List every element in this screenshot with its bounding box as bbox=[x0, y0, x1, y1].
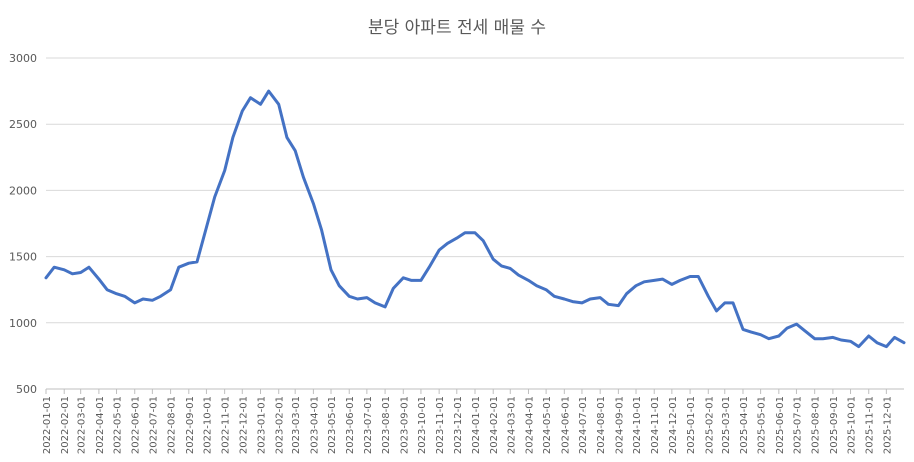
x-tick-label-2022-05-01: 2022-05-01 bbox=[113, 396, 124, 454]
x-tick-label-2025-07-01: 2025-07-01 bbox=[792, 396, 803, 454]
x-tick-label-2025-12-01: 2025-12-01 bbox=[882, 396, 893, 454]
y-tick-label-2000: 2000 bbox=[9, 184, 37, 197]
x-tick-label-2024-05-01: 2024-05-01 bbox=[542, 396, 553, 454]
x-tick-label-2023-06-01: 2023-06-01 bbox=[345, 396, 356, 454]
x-tick-label-2024-12-01: 2024-12-01 bbox=[668, 396, 679, 454]
y-tick-label-1500: 1500 bbox=[9, 251, 37, 264]
x-tick-label-2023-08-01: 2023-08-01 bbox=[381, 396, 392, 454]
x-tick-label-2022-09-01: 2022-09-01 bbox=[185, 396, 196, 454]
x-tick-label-2025-06-01: 2025-06-01 bbox=[775, 396, 786, 454]
y-tick-label-500: 500 bbox=[16, 383, 37, 396]
x-tick-label-2024-10-01: 2024-10-01 bbox=[632, 396, 643, 454]
x-axis-ticks: 2022-01-01 2022-02-01 2022-03-01 2022-04-01… bbox=[42, 389, 893, 454]
x-tick-label-2023-09-01: 2023-09-01 bbox=[399, 396, 410, 454]
x-tick-label-2024-11-01: 2024-11-01 bbox=[650, 396, 661, 454]
x-tick-label-2023-01-01: 2023-01-01 bbox=[257, 396, 268, 454]
x-tick-label-2022-04-01: 2022-04-01 bbox=[95, 396, 106, 454]
x-tick-label-2024-04-01: 2024-04-01 bbox=[524, 396, 535, 454]
x-tick-label-2023-12-01: 2023-12-01 bbox=[453, 396, 464, 454]
x-tick-label-2023-05-01: 2023-05-01 bbox=[327, 396, 338, 454]
y-tick-label-2500: 2500 bbox=[9, 118, 37, 131]
gridlines bbox=[46, 57, 904, 324]
x-tick-label-2025-01-01: 2025-01-01 bbox=[686, 396, 697, 454]
x-tick-label-2024-09-01: 2024-09-01 bbox=[614, 396, 625, 454]
x-tick-label-2023-04-01: 2023-04-01 bbox=[309, 396, 320, 454]
x-tick-label-2024-01-01: 2024-01-01 bbox=[471, 396, 482, 454]
x-tick-label-2023-10-01: 2023-10-01 bbox=[417, 396, 428, 454]
x-tick-label-2022-06-01: 2022-06-01 bbox=[131, 396, 142, 454]
series-group bbox=[44, 89, 906, 349]
x-tick-label-2024-08-01: 2024-08-01 bbox=[596, 396, 607, 454]
series-line-0 bbox=[44, 89, 906, 349]
x-tick-label-2025-05-01: 2025-05-01 bbox=[757, 396, 768, 454]
x-tick-label-2022-10-01: 2022-10-01 bbox=[202, 396, 213, 454]
y-tick-label-1000: 1000 bbox=[9, 317, 37, 330]
x-tick-label-2024-06-01: 2024-06-01 bbox=[560, 396, 571, 454]
chart-title: 분당 아파트 전세 매물 수 bbox=[368, 18, 546, 38]
x-tick-label-2025-02-01: 2025-02-01 bbox=[704, 396, 715, 454]
x-tick-label-2022-08-01: 2022-08-01 bbox=[167, 396, 178, 454]
x-tick-label-2023-03-01: 2023-03-01 bbox=[291, 396, 302, 454]
x-tick-label-2025-04-01: 2025-04-01 bbox=[739, 396, 750, 454]
x-tick-label-2025-03-01: 2025-03-01 bbox=[721, 396, 732, 454]
x-tick-label-2022-02-01: 2022-02-01 bbox=[60, 396, 71, 454]
x-tick-label-2022-12-01: 2022-12-01 bbox=[238, 396, 249, 454]
x-tick-label-2025-11-01: 2025-11-01 bbox=[865, 396, 876, 454]
x-tick-label-2022-07-01: 2022-07-01 bbox=[148, 396, 159, 454]
x-tick-label-2022-03-01: 2022-03-01 bbox=[77, 396, 88, 454]
x-tick-label-2025-10-01: 2025-10-01 bbox=[847, 396, 858, 454]
x-tick-label-2024-03-01: 2024-03-01 bbox=[506, 396, 517, 454]
x-tick-label-2024-07-01: 2024-07-01 bbox=[578, 396, 589, 454]
x-tick-label-2022-01-01: 2022-01-01 bbox=[42, 396, 53, 454]
x-tick-label-2025-09-01: 2025-09-01 bbox=[829, 396, 840, 454]
x-tick-label-2023-07-01: 2023-07-01 bbox=[363, 396, 374, 454]
x-tick-label-2025-08-01: 2025-08-01 bbox=[811, 396, 822, 454]
y-tick-label-3000: 3000 bbox=[9, 52, 37, 65]
x-tick-label-2022-11-01: 2022-11-01 bbox=[221, 396, 232, 454]
x-tick-label-2024-02-01: 2024-02-01 bbox=[489, 396, 500, 454]
x-tick-label-2023-11-01: 2023-11-01 bbox=[435, 396, 446, 454]
x-tick-label-2023-02-01: 2023-02-01 bbox=[275, 396, 286, 454]
y-axis-ticks: 500 1000 1500 2000 2500 3000 bbox=[9, 52, 37, 396]
